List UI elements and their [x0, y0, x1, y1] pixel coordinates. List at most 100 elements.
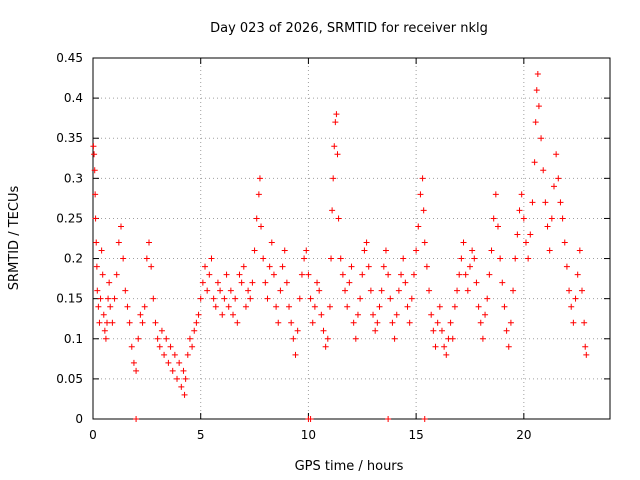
data-point — [245, 287, 252, 294]
data-point — [301, 255, 308, 262]
data-point — [553, 151, 560, 158]
x-axis-title: GPS time / hours — [295, 459, 404, 474]
data-point — [92, 215, 99, 222]
data-point — [171, 351, 178, 358]
data-point — [219, 311, 226, 318]
data-point — [251, 247, 258, 254]
data-point — [225, 303, 232, 310]
data-point — [385, 416, 392, 422]
data-point — [385, 271, 392, 278]
data-point — [335, 215, 342, 222]
data-point — [113, 271, 120, 278]
data-point — [507, 319, 514, 326]
data-point — [529, 199, 536, 206]
data-point — [100, 311, 107, 318]
data-point — [227, 287, 234, 294]
data-point — [234, 319, 241, 326]
data-point — [542, 199, 549, 206]
data-point — [294, 327, 301, 334]
grid — [93, 58, 610, 419]
data-point — [428, 311, 435, 318]
data-point — [337, 255, 344, 262]
data-point — [458, 255, 465, 262]
data-point — [126, 319, 133, 326]
data-point — [334, 151, 341, 158]
data-point — [230, 311, 237, 318]
chart-title: Day 023 of 2026, SRMTID for receiver nkl… — [210, 21, 488, 36]
data-point — [146, 239, 153, 246]
data-point — [270, 271, 277, 278]
data-point — [161, 351, 168, 358]
data-point — [490, 215, 497, 222]
data-point — [193, 319, 200, 326]
data-point — [154, 335, 161, 342]
data-point — [118, 223, 125, 230]
data-point — [130, 359, 137, 366]
data-point — [486, 271, 493, 278]
data-point — [578, 287, 585, 294]
data-point — [221, 295, 228, 302]
data-point — [305, 271, 312, 278]
data-point — [372, 327, 379, 334]
data-point — [206, 271, 213, 278]
data-point — [107, 303, 114, 310]
data-point — [561, 239, 568, 246]
data-point — [501, 303, 508, 310]
data-point — [510, 287, 517, 294]
data-point — [460, 239, 467, 246]
data-point — [479, 335, 486, 342]
y-tick-label: 0.15 — [56, 292, 83, 306]
data-point — [91, 167, 98, 174]
x-tick-label: 0 — [89, 428, 97, 442]
data-point — [255, 191, 262, 198]
data-point — [98, 247, 105, 254]
data-point — [395, 287, 402, 294]
data-point — [139, 319, 146, 326]
data-point — [473, 279, 480, 286]
data-point — [329, 207, 336, 214]
data-point — [367, 287, 374, 294]
data-point — [456, 271, 463, 278]
data-point — [469, 247, 476, 254]
data-point — [318, 311, 325, 318]
data-point — [376, 303, 383, 310]
data-point — [484, 295, 491, 302]
data-point — [281, 247, 288, 254]
data-point — [189, 343, 196, 350]
data-point — [253, 215, 260, 222]
data-point — [581, 319, 588, 326]
data-point — [574, 271, 581, 278]
data-point — [531, 159, 538, 166]
data-point — [290, 335, 297, 342]
data-point — [342, 287, 349, 294]
data-point — [408, 295, 415, 302]
y-tick-label: 0.4 — [64, 91, 83, 105]
plot-frame — [92, 57, 611, 420]
data-point — [382, 247, 389, 254]
y-tick-label: 0.05 — [56, 372, 83, 386]
data-point — [518, 191, 525, 198]
y-tick-label: 0.2 — [64, 252, 83, 266]
data-point — [104, 319, 111, 326]
data-point — [512, 255, 519, 262]
data-point — [449, 335, 456, 342]
y-tick-label: 0.45 — [56, 51, 83, 65]
data-point — [156, 343, 163, 350]
data-point — [534, 71, 541, 78]
data-point — [477, 319, 484, 326]
y-axis-title: SRMTID / TECUs — [7, 186, 22, 291]
data-point — [378, 287, 385, 294]
data-point — [494, 223, 501, 230]
y-tick-label: 0.3 — [64, 171, 83, 185]
data-point — [370, 311, 377, 318]
data-point — [106, 279, 113, 286]
y-tick-label: 0.35 — [56, 131, 83, 145]
data-point — [181, 391, 188, 398]
data-point — [135, 335, 142, 342]
data-point — [328, 255, 335, 262]
data-point — [499, 279, 506, 286]
data-point — [436, 303, 443, 310]
data-point — [421, 416, 428, 422]
data-point — [165, 359, 172, 366]
data-point — [346, 279, 353, 286]
